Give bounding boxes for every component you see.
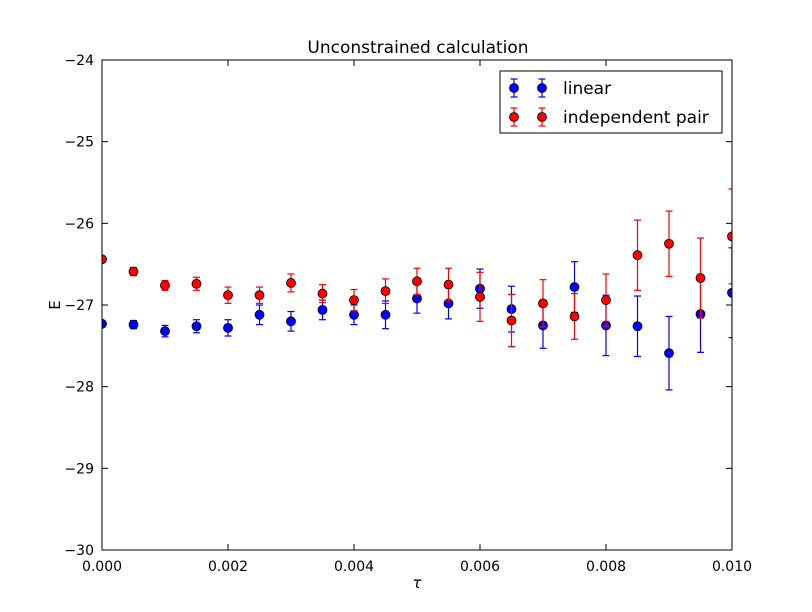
data-point bbox=[695, 273, 706, 283]
legend-label: linear bbox=[563, 79, 611, 99]
legend: linear independent pair bbox=[499, 70, 723, 134]
legend-marker bbox=[509, 112, 519, 122]
data-point bbox=[664, 238, 674, 249]
data-point bbox=[286, 316, 296, 327]
legend-label: independent pair bbox=[563, 108, 709, 128]
data-point bbox=[102, 254, 107, 265]
y-tick-label: −29 bbox=[64, 461, 94, 477]
axis-ticks: 0.000 0.002 0.004 0.006 0.008 0.010 −30 −29 −28 −… bbox=[64, 53, 752, 575]
data-point bbox=[380, 309, 391, 320]
data-point bbox=[191, 321, 202, 332]
legend-marker bbox=[537, 112, 547, 122]
y-axis-label: E bbox=[46, 300, 64, 309]
data-point bbox=[349, 295, 359, 306]
series-independent-pair bbox=[102, 188, 732, 348]
data-point bbox=[128, 319, 139, 330]
data-point bbox=[412, 276, 422, 287]
data-point bbox=[160, 326, 170, 337]
data-point bbox=[317, 304, 328, 315]
x-tick-label: 0.004 bbox=[334, 559, 374, 575]
data-point bbox=[632, 321, 643, 332]
x-tick-label: 0.006 bbox=[460, 559, 500, 575]
data-point bbox=[128, 266, 139, 277]
data-point bbox=[538, 298, 548, 309]
data-point bbox=[443, 279, 454, 290]
data-point bbox=[102, 318, 107, 329]
data-point bbox=[254, 309, 265, 320]
y-tick-label: −26 bbox=[64, 216, 94, 232]
data-point bbox=[727, 231, 732, 242]
data-point bbox=[254, 290, 265, 301]
x-tick-label: 0.010 bbox=[712, 559, 752, 575]
data-point bbox=[727, 287, 732, 298]
data-point bbox=[475, 291, 485, 302]
x-tick-label: 0.008 bbox=[586, 559, 626, 575]
data-point bbox=[412, 293, 422, 304]
legend-marker bbox=[537, 83, 547, 93]
data-marks bbox=[102, 188, 732, 391]
data-point bbox=[191, 278, 202, 289]
y-tick-label: −28 bbox=[64, 380, 94, 396]
data-point bbox=[632, 250, 643, 261]
data-point bbox=[569, 311, 580, 322]
x-axis-label: τ bbox=[412, 574, 422, 592]
data-point bbox=[380, 286, 391, 297]
data-point bbox=[223, 290, 233, 301]
data-point bbox=[664, 348, 674, 359]
data-point bbox=[601, 295, 611, 306]
data-point bbox=[286, 278, 296, 288]
x-tick-label: 0.002 bbox=[208, 559, 248, 575]
y-tick-label: −30 bbox=[64, 543, 94, 559]
plot-frame bbox=[101, 59, 733, 551]
data-point bbox=[506, 315, 517, 326]
data-point bbox=[223, 322, 233, 333]
data-point bbox=[317, 288, 328, 299]
chart-title: Unconstrained calculation bbox=[307, 38, 528, 58]
y-tick-label: −27 bbox=[64, 298, 94, 314]
data-point bbox=[349, 309, 359, 320]
legend-box bbox=[499, 70, 723, 134]
data-point bbox=[569, 282, 580, 292]
data-point bbox=[160, 280, 170, 291]
y-tick-label: −25 bbox=[64, 135, 94, 151]
x-tick-label: 0.000 bbox=[82, 559, 122, 575]
y-tick-label: −24 bbox=[64, 53, 94, 69]
legend-marker bbox=[509, 83, 519, 93]
